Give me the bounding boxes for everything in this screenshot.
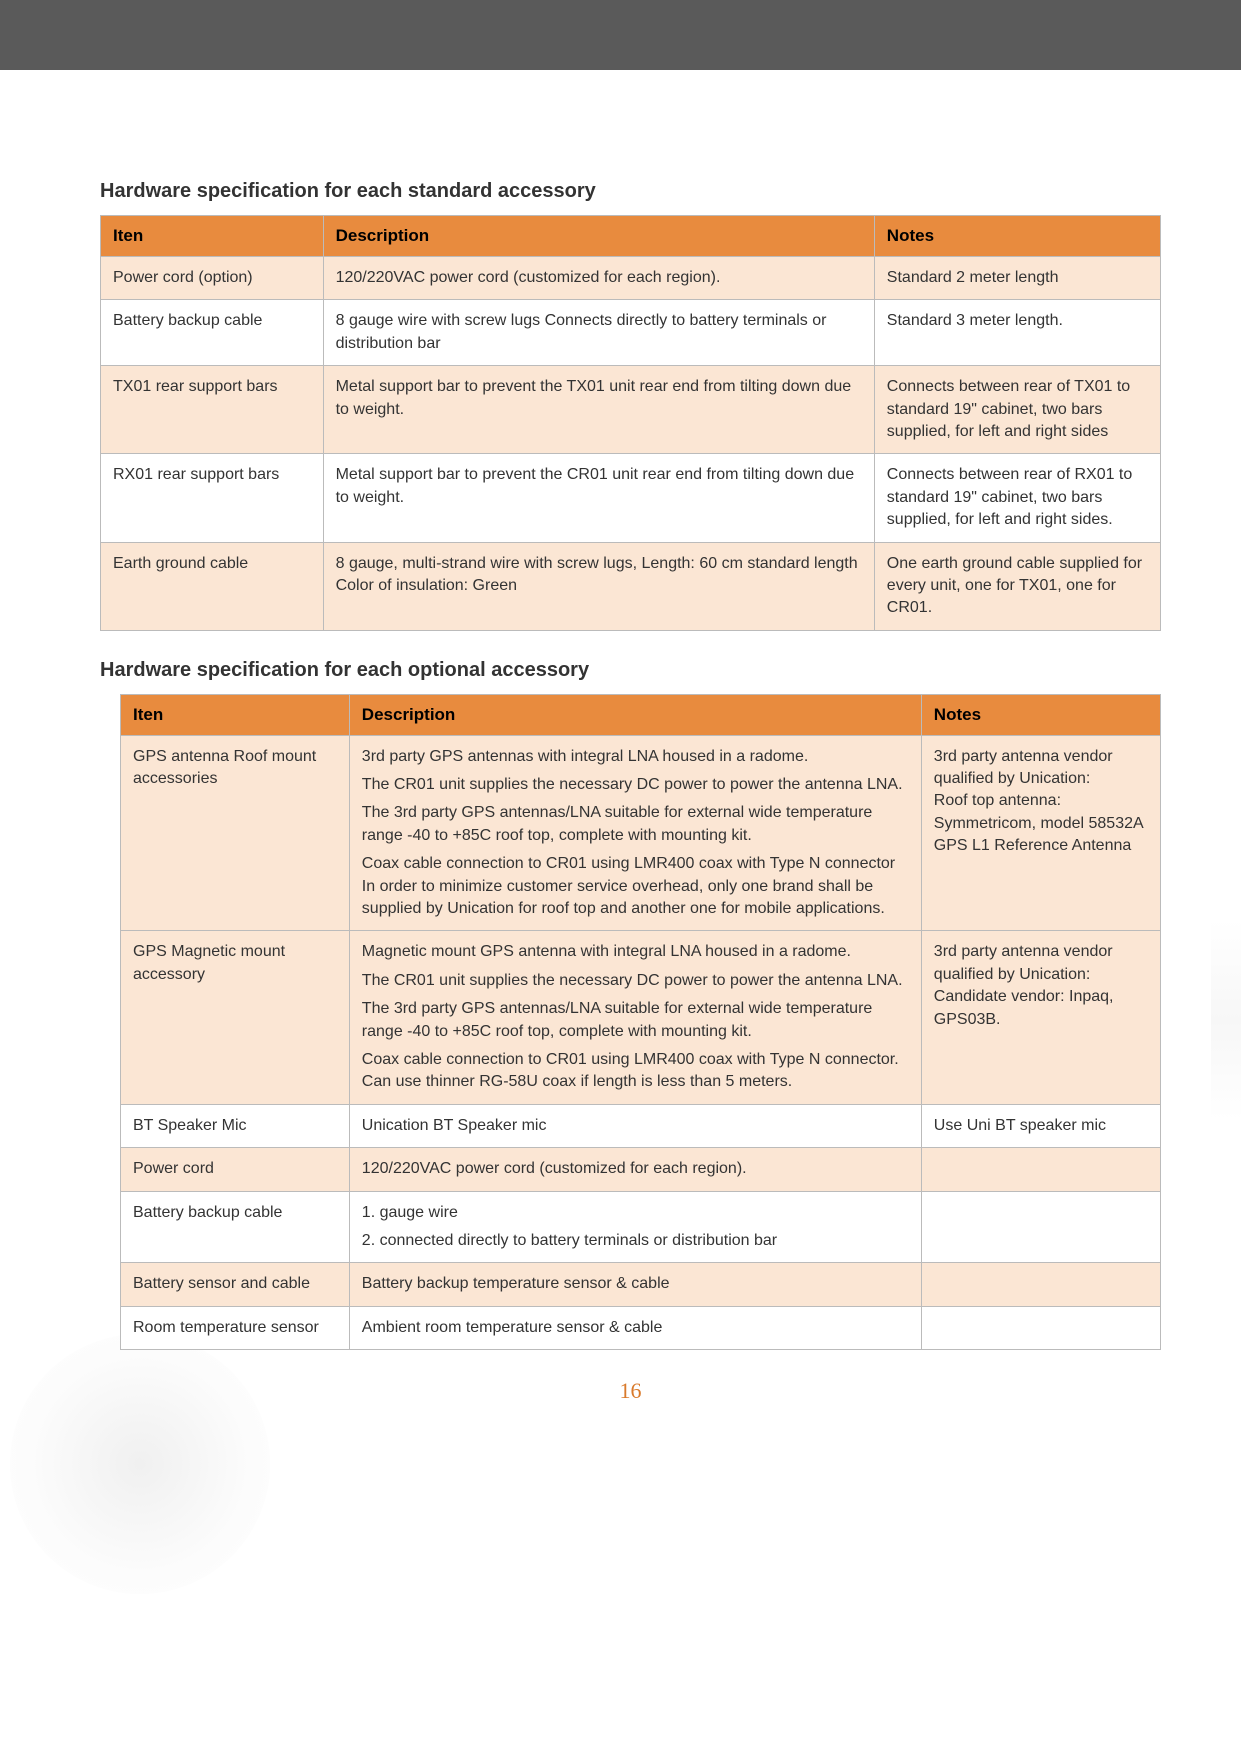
desc-para: The 3rd party GPS antennas/LNA suitable … bbox=[362, 998, 909, 1043]
cell-iten: GPS antenna Roof mount accessories bbox=[121, 735, 350, 931]
cell-desc: Metal support bar to prevent the TX01 un… bbox=[323, 366, 874, 454]
cell-iten: Battery backup cable bbox=[101, 300, 324, 366]
cell-iten: BT Speaker Mic bbox=[121, 1104, 350, 1147]
desc-para: The CR01 unit supplies the necessary DC … bbox=[362, 970, 909, 992]
cell-iten: Power cord (option) bbox=[101, 257, 324, 300]
table-row: RX01 rear support bars Metal support bar… bbox=[101, 454, 1161, 542]
desc-para: 1. gauge wire bbox=[362, 1202, 909, 1224]
desc-para: Coax cable connection to CR01 using LMR4… bbox=[362, 1049, 909, 1094]
table-row: Power cord (option) 120/220VAC power cor… bbox=[101, 257, 1161, 300]
table-row: TX01 rear support bars Metal support bar… bbox=[101, 366, 1161, 454]
cell-notes: One earth ground cable supplied for ever… bbox=[874, 542, 1160, 630]
header-notes: Notes bbox=[921, 694, 1160, 735]
table-row: Battery backup cable 1. gauge wire 2. co… bbox=[121, 1191, 1161, 1263]
header-iten: Iten bbox=[101, 216, 324, 257]
table-header-row: Iten Description Notes bbox=[121, 694, 1161, 735]
table-row: Battery backup cable 8 gauge wire with s… bbox=[101, 300, 1161, 366]
cell-desc: 8 gauge wire with screw lugs Connects di… bbox=[323, 300, 874, 366]
optional-accessory-table: Iten Description Notes GPS antenna Roof … bbox=[120, 694, 1161, 1350]
table-header-row: Iten Description Notes bbox=[101, 216, 1161, 257]
desc-para: 2. connected directly to battery termina… bbox=[362, 1230, 909, 1252]
cell-iten: Battery backup cable bbox=[121, 1191, 350, 1263]
desc-para: The 3rd party GPS antennas/LNA suitable … bbox=[362, 802, 909, 847]
cell-desc: Ambient room temperature sensor & cable bbox=[349, 1306, 921, 1349]
page-content: Hardware specification for each standard… bbox=[0, 70, 1241, 1434]
cell-notes: Connects between rear of RX01 to standar… bbox=[874, 454, 1160, 542]
cell-iten: Earth ground cable bbox=[101, 542, 324, 630]
table-row: GPS antenna Roof mount accessories 3rd p… bbox=[121, 735, 1161, 931]
desc-para: The CR01 unit supplies the necessary DC … bbox=[362, 774, 909, 796]
page-number: 16 bbox=[100, 1378, 1161, 1404]
cell-notes: Standard 3 meter length. bbox=[874, 300, 1160, 366]
table-row: Room temperature sensor Ambient room tem… bbox=[121, 1306, 1161, 1349]
cell-iten: Room temperature sensor bbox=[121, 1306, 350, 1349]
cell-desc: 1. gauge wire 2. connected directly to b… bbox=[349, 1191, 921, 1263]
cell-desc: 120/220VAC power cord (customized for ea… bbox=[323, 257, 874, 300]
cell-notes: 3rd party antenna vendor qualified by Un… bbox=[921, 735, 1160, 931]
cell-notes: Standard 2 meter length bbox=[874, 257, 1160, 300]
section1-title: Hardware specification for each standard… bbox=[100, 180, 1161, 203]
cell-notes: Connects between rear of TX01 to standar… bbox=[874, 366, 1160, 454]
cell-iten: Battery sensor and cable bbox=[121, 1263, 350, 1306]
header-description: Description bbox=[323, 216, 874, 257]
table-row: Battery sensor and cable Battery backup … bbox=[121, 1263, 1161, 1306]
table-row: GPS Magnetic mount accessory Magnetic mo… bbox=[121, 931, 1161, 1104]
table-row: BT Speaker Mic Unication BT Speaker mic … bbox=[121, 1104, 1161, 1147]
section2-title: Hardware specification for each optional… bbox=[100, 659, 1161, 682]
cell-desc: Metal support bar to prevent the CR01 un… bbox=[323, 454, 874, 542]
table-row: Earth ground cable 8 gauge, multi-strand… bbox=[101, 542, 1161, 630]
header-notes: Notes bbox=[874, 216, 1160, 257]
header-description: Description bbox=[349, 694, 921, 735]
table2-wrapper: Iten Description Notes GPS antenna Roof … bbox=[100, 694, 1161, 1350]
cell-notes: 3rd party antenna vendor qualified by Un… bbox=[921, 931, 1160, 1104]
cell-desc: Battery backup temperature sensor & cabl… bbox=[349, 1263, 921, 1306]
cell-desc: 8 gauge, multi-strand wire with screw lu… bbox=[323, 542, 874, 630]
desc-para: Coax cable connection to CR01 using LMR4… bbox=[362, 853, 909, 920]
cell-notes bbox=[921, 1306, 1160, 1349]
cell-notes bbox=[921, 1263, 1160, 1306]
header-bar bbox=[0, 0, 1241, 70]
standard-accessory-table: Iten Description Notes Power cord (optio… bbox=[100, 215, 1161, 631]
cell-iten: TX01 rear support bars bbox=[101, 366, 324, 454]
cell-notes bbox=[921, 1191, 1160, 1263]
cell-desc: Magnetic mount GPS antenna with integral… bbox=[349, 931, 921, 1104]
desc-para: Magnetic mount GPS antenna with integral… bbox=[362, 941, 909, 963]
cell-notes bbox=[921, 1148, 1160, 1191]
cell-iten: RX01 rear support bars bbox=[101, 454, 324, 542]
cell-notes: Use Uni BT speaker mic bbox=[921, 1104, 1160, 1147]
table-row: Power cord 120/220VAC power cord (custom… bbox=[121, 1148, 1161, 1191]
side-decoration bbox=[1211, 920, 1241, 1120]
cell-desc: 3rd party GPS antennas with integral LNA… bbox=[349, 735, 921, 931]
cell-iten: Power cord bbox=[121, 1148, 350, 1191]
cell-desc: Unication BT Speaker mic bbox=[349, 1104, 921, 1147]
circle-decoration bbox=[10, 1334, 270, 1594]
cell-desc: 120/220VAC power cord (customized for ea… bbox=[349, 1148, 921, 1191]
desc-para: 3rd party GPS antennas with integral LNA… bbox=[362, 746, 909, 768]
cell-iten: GPS Magnetic mount accessory bbox=[121, 931, 350, 1104]
header-iten: Iten bbox=[121, 694, 350, 735]
